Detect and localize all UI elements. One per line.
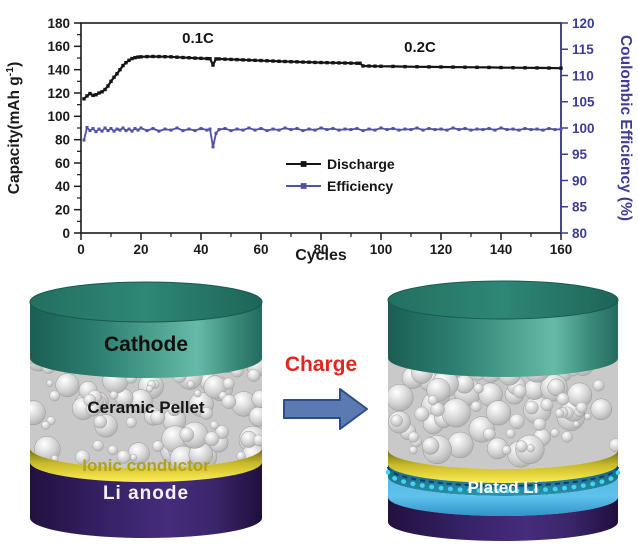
charge-arrow-icon bbox=[283, 388, 368, 430]
cathode-label: Cathode bbox=[104, 333, 188, 356]
ionic-conductor-label: Ionic conductor bbox=[82, 456, 210, 475]
cell-after-charge: Plated Li bbox=[385, 280, 621, 541]
plated-li-label: Plated Li bbox=[468, 478, 539, 497]
ionic-conductor-layer bbox=[30, 448, 262, 482]
rate-annotation: 0.1C bbox=[182, 30, 214, 47]
left-tick-label: 100 bbox=[47, 109, 70, 124]
left-axis-title: Capacity(mAh g-1) bbox=[4, 62, 23, 195]
x-tick-label: 60 bbox=[253, 242, 268, 257]
left-tick-label: 20 bbox=[55, 202, 70, 217]
right-tick-label: 95 bbox=[572, 147, 588, 162]
x-tick-label: 0 bbox=[77, 242, 85, 257]
left-tick-label: 140 bbox=[47, 62, 70, 77]
li-anode-layer bbox=[30, 462, 262, 538]
series-efficiency bbox=[82, 125, 563, 149]
ceramic-pellet-label: Ceramic Pellet bbox=[87, 398, 205, 417]
cathode-body bbox=[30, 302, 262, 378]
x-axis-title: Cycles bbox=[295, 247, 347, 264]
left-tick-label: 60 bbox=[55, 156, 70, 171]
x-tick-label: 100 bbox=[370, 242, 393, 257]
x-tick-label: 20 bbox=[133, 242, 148, 257]
right-tick-label: 100 bbox=[572, 121, 595, 136]
right-tick-label: 90 bbox=[572, 173, 587, 188]
li-anode-label: Li anode bbox=[103, 483, 189, 504]
cell-before-charge: Cathode Ceramic Pellet Ionic conductor L… bbox=[29, 281, 263, 538]
legend-label: Efficiency bbox=[327, 178, 393, 194]
right-tick-label: 120 bbox=[572, 16, 595, 31]
charge-label: Charge bbox=[285, 353, 357, 376]
right-axis-ticks: 80 85 90 95 100 105 110 115 120 bbox=[561, 16, 595, 241]
x-tick-label: 160 bbox=[550, 242, 573, 257]
charge-step: Charge bbox=[283, 353, 368, 430]
interface-layer bbox=[388, 464, 618, 496]
battery-schematic: Cathode Ceramic Pellet Ionic conductor L… bbox=[29, 280, 621, 541]
right-tick-label: 80 bbox=[572, 226, 587, 241]
interface-dashed-line bbox=[387, 466, 619, 487]
cathode-top-face bbox=[387, 280, 619, 320]
series-discharge bbox=[82, 54, 563, 101]
cathode-body bbox=[388, 300, 618, 377]
x-tick-label: 80 bbox=[313, 242, 328, 257]
legend-label: Discharge bbox=[327, 156, 395, 172]
rate-annotation: 0.2C bbox=[404, 39, 436, 56]
ionic-conductor-layer bbox=[388, 450, 618, 483]
cycling-performance-chart: 0 20 40 60 80 100 120 140 160 0 20 40 60 80 100 120 140 1… bbox=[47, 16, 595, 257]
left-tick-label: 40 bbox=[55, 179, 70, 194]
right-tick-label: 115 bbox=[572, 42, 594, 57]
left-tick-label: 120 bbox=[47, 86, 70, 101]
left-tick-label: 0 bbox=[62, 226, 70, 241]
chart-legend: Discharge Efficiency bbox=[286, 156, 395, 194]
x-axis-ticks: 0 20 40 60 80 100 120 140 160 bbox=[77, 233, 572, 257]
left-axis-ticks: 0 20 40 60 80 100 120 140 160 180 bbox=[47, 16, 81, 241]
plated-li-layer bbox=[388, 477, 618, 516]
cathode-top-face bbox=[29, 281, 263, 323]
right-tick-label: 85 bbox=[572, 200, 588, 215]
x-tick-label: 40 bbox=[193, 242, 208, 257]
left-tick-label: 160 bbox=[47, 39, 70, 54]
right-tick-label: 105 bbox=[572, 95, 595, 110]
left-tick-label: 80 bbox=[55, 132, 70, 147]
x-tick-label: 140 bbox=[490, 242, 513, 257]
x-tick-label: 120 bbox=[430, 242, 453, 257]
left-tick-label: 180 bbox=[47, 16, 70, 31]
right-axis-title: Coulombic Efficiency (%) bbox=[617, 35, 634, 221]
right-tick-label: 110 bbox=[572, 68, 594, 83]
li-anode-layer bbox=[388, 497, 618, 541]
